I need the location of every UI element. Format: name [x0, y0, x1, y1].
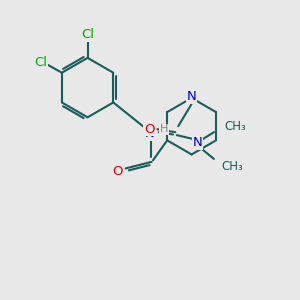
Text: O: O: [112, 165, 123, 178]
Text: Cl: Cl: [81, 28, 94, 41]
Text: N: N: [193, 136, 202, 149]
Text: N: N: [145, 127, 155, 140]
Text: H: H: [160, 124, 168, 134]
Text: CH₃: CH₃: [221, 160, 243, 173]
Text: Cl: Cl: [34, 56, 47, 69]
Text: N: N: [187, 90, 196, 103]
Text: O: O: [144, 123, 154, 136]
Text: CH₃: CH₃: [224, 120, 246, 133]
